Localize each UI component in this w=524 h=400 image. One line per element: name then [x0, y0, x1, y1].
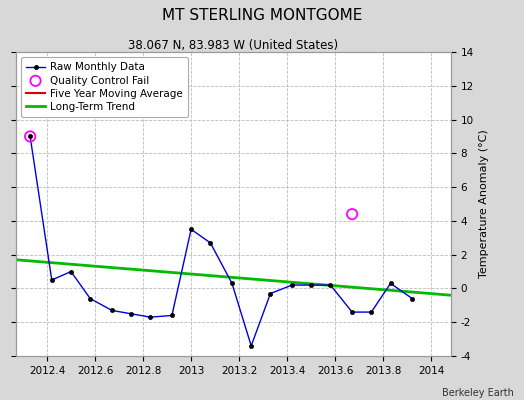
Raw Monthly Data [49, 278, 55, 282]
Raw Monthly Data [308, 283, 314, 288]
Raw Monthly Data [87, 296, 93, 301]
Line: Raw Monthly Data: Raw Monthly Data [28, 134, 414, 348]
Raw Monthly Data [108, 308, 115, 313]
Raw Monthly Data [368, 310, 375, 314]
Raw Monthly Data [409, 296, 416, 301]
Raw Monthly Data [207, 240, 213, 245]
Raw Monthly Data [289, 283, 295, 288]
Raw Monthly Data [267, 291, 274, 296]
Raw Monthly Data [147, 315, 154, 320]
Raw Monthly Data [387, 281, 394, 286]
Raw Monthly Data [229, 281, 235, 286]
Quality Control Fail [26, 133, 35, 140]
Raw Monthly Data [27, 134, 34, 139]
Title: 38.067 N, 83.983 W (United States): 38.067 N, 83.983 W (United States) [128, 39, 339, 52]
Raw Monthly Data [188, 227, 194, 232]
Text: Berkeley Earth: Berkeley Earth [442, 388, 514, 398]
Raw Monthly Data [68, 269, 74, 274]
Raw Monthly Data [128, 311, 134, 316]
Y-axis label: Temperature Anomaly (°C): Temperature Anomaly (°C) [479, 130, 489, 278]
Raw Monthly Data [169, 313, 175, 318]
Raw Monthly Data [349, 310, 355, 314]
Legend: Raw Monthly Data, Quality Control Fail, Five Year Moving Average, Long-Term Tren: Raw Monthly Data, Quality Control Fail, … [21, 57, 188, 117]
Text: MT STERLING MONTGOME: MT STERLING MONTGOME [162, 8, 362, 23]
Raw Monthly Data [248, 344, 254, 348]
Quality Control Fail [348, 211, 356, 217]
Raw Monthly Data [328, 283, 334, 288]
